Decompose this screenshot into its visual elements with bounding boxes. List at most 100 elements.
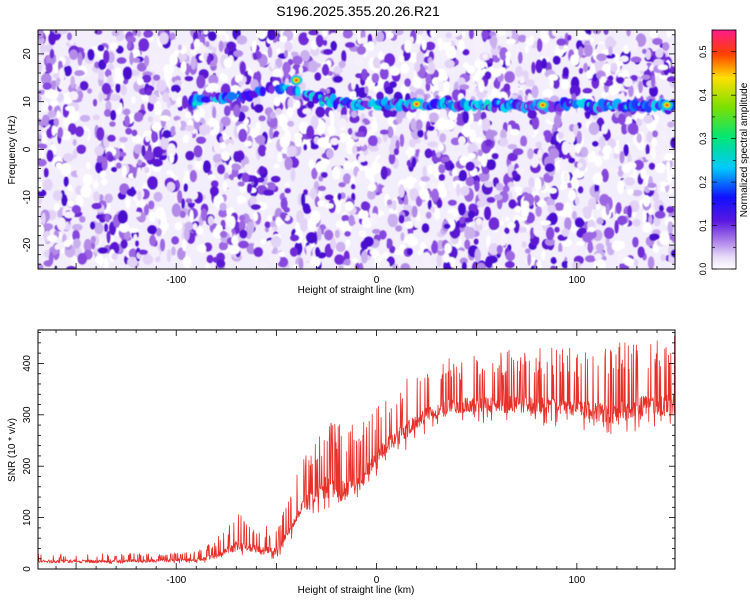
heatmap-cell — [321, 63, 330, 77]
colorbar-ticks: 0.0 0.1 0.2 0.3 0.4 0.5 — [698, 29, 736, 275]
heatmap-cell — [474, 60, 480, 68]
heatmap-cell — [551, 30, 559, 37]
heatmap-cell — [608, 46, 613, 56]
heatmap-cell — [361, 250, 368, 264]
heatmap-cell — [491, 152, 499, 160]
heatmap-cell — [249, 148, 255, 156]
heatmap-cell — [423, 130, 429, 141]
heatmap-cell — [71, 255, 78, 266]
heatmap-cell — [212, 256, 219, 263]
heatmap-cell — [243, 163, 254, 173]
heatmap-cell — [351, 144, 358, 155]
heatmap-cell — [182, 238, 187, 252]
heatmap-cell — [658, 204, 664, 212]
heatmap-cell — [594, 253, 602, 261]
heatmap-cell — [46, 128, 53, 138]
heatmap-cell — [92, 114, 100, 121]
heatmap-cell — [507, 124, 512, 132]
heatmap-cell — [159, 115, 171, 122]
heatmap-cell — [53, 203, 61, 212]
heatmap-cell — [633, 258, 639, 267]
heatmap-cell — [640, 168, 647, 180]
heatmap-cell — [325, 88, 331, 94]
heatmap-cell — [258, 165, 266, 176]
heatmap-cell — [137, 190, 142, 201]
heatmap-cell — [372, 109, 381, 119]
heatmap-cell — [647, 182, 657, 189]
heatmap-cell — [328, 110, 334, 118]
heatmap-cell — [253, 53, 258, 61]
heatmap-cell — [620, 123, 628, 135]
heatmap-cell — [431, 188, 440, 202]
heatmap-cell — [408, 52, 418, 64]
heatmap-cell — [109, 42, 119, 50]
heatmap-cell — [441, 156, 450, 162]
heatmap-cell — [536, 38, 543, 52]
heatmap-cell — [364, 154, 375, 162]
heatmap-cell — [569, 244, 578, 254]
heatmap-cell — [289, 234, 300, 242]
heatmap-cell — [478, 149, 483, 157]
heatmap-cell — [608, 39, 617, 47]
heatmap-cell — [416, 51, 425, 65]
heatmap-cell — [104, 193, 113, 204]
heatmap-cell — [351, 257, 358, 264]
heatmap-cell — [300, 262, 312, 269]
heatmap-cell — [101, 82, 112, 95]
heatmap-cell — [623, 143, 630, 157]
heatmap-cell — [577, 162, 583, 168]
heatmap-cells — [38, 30, 675, 269]
heatmap-cell — [302, 108, 312, 115]
y-tick-label: 10 — [22, 96, 33, 108]
heatmap-cell — [392, 30, 404, 36]
heatmap-cell — [379, 129, 389, 135]
heatmap-cell — [132, 57, 141, 63]
heatmap-cell — [101, 178, 108, 186]
heatmap-cell — [642, 48, 647, 54]
heatmap-cell — [314, 246, 321, 257]
heatmap-cell — [196, 74, 206, 89]
heatmap-cell — [655, 162, 667, 174]
heatmap-cell — [450, 257, 456, 269]
heatmap-cell — [598, 136, 606, 149]
heatmap-cell — [427, 141, 439, 148]
heatmap-cell — [444, 242, 452, 254]
heatmap-cell — [109, 93, 121, 102]
heatmap-cell — [410, 118, 417, 131]
heatmap-cell — [80, 185, 92, 198]
heatmap-cell — [86, 161, 92, 170]
heatmap-cell — [475, 262, 486, 269]
heatmap-cell — [147, 116, 154, 123]
heatmap-cell — [166, 249, 172, 263]
heatmap-cell — [645, 144, 650, 156]
heatmap-cell — [652, 130, 659, 138]
heatmap-cell — [71, 204, 82, 214]
heatmap-cell — [545, 226, 555, 241]
heatmap-cell — [141, 144, 146, 157]
heatmap-cell — [166, 170, 174, 176]
heatmap-cell — [547, 74, 559, 81]
heatmap-cell — [417, 249, 423, 256]
heatmap-cell — [627, 122, 639, 135]
heatmap-cell — [531, 61, 536, 75]
heatmap-cell — [61, 130, 72, 141]
heatmap-cell — [94, 145, 105, 156]
heatmap-cell — [170, 84, 181, 94]
heatmap-cell — [151, 122, 162, 132]
heatmap-cell — [137, 159, 143, 166]
heatmap-cell — [626, 30, 631, 37]
heatmap-cell — [474, 248, 481, 263]
heatmap-cell — [445, 45, 457, 59]
heatmap-cell — [568, 157, 575, 164]
heatmap-cell — [617, 233, 622, 241]
heatmap-cell — [637, 63, 648, 72]
heatmap-cell — [514, 205, 522, 213]
heatmap-cell — [221, 151, 230, 161]
heatmap-cell — [438, 164, 446, 174]
heatmap-cell — [409, 188, 419, 201]
heatmap-cell — [548, 187, 557, 194]
heatmap-cell — [192, 223, 198, 231]
heatmap-cell — [307, 218, 317, 231]
heatmap-cell — [184, 125, 195, 132]
heatmap-cell — [647, 256, 655, 269]
